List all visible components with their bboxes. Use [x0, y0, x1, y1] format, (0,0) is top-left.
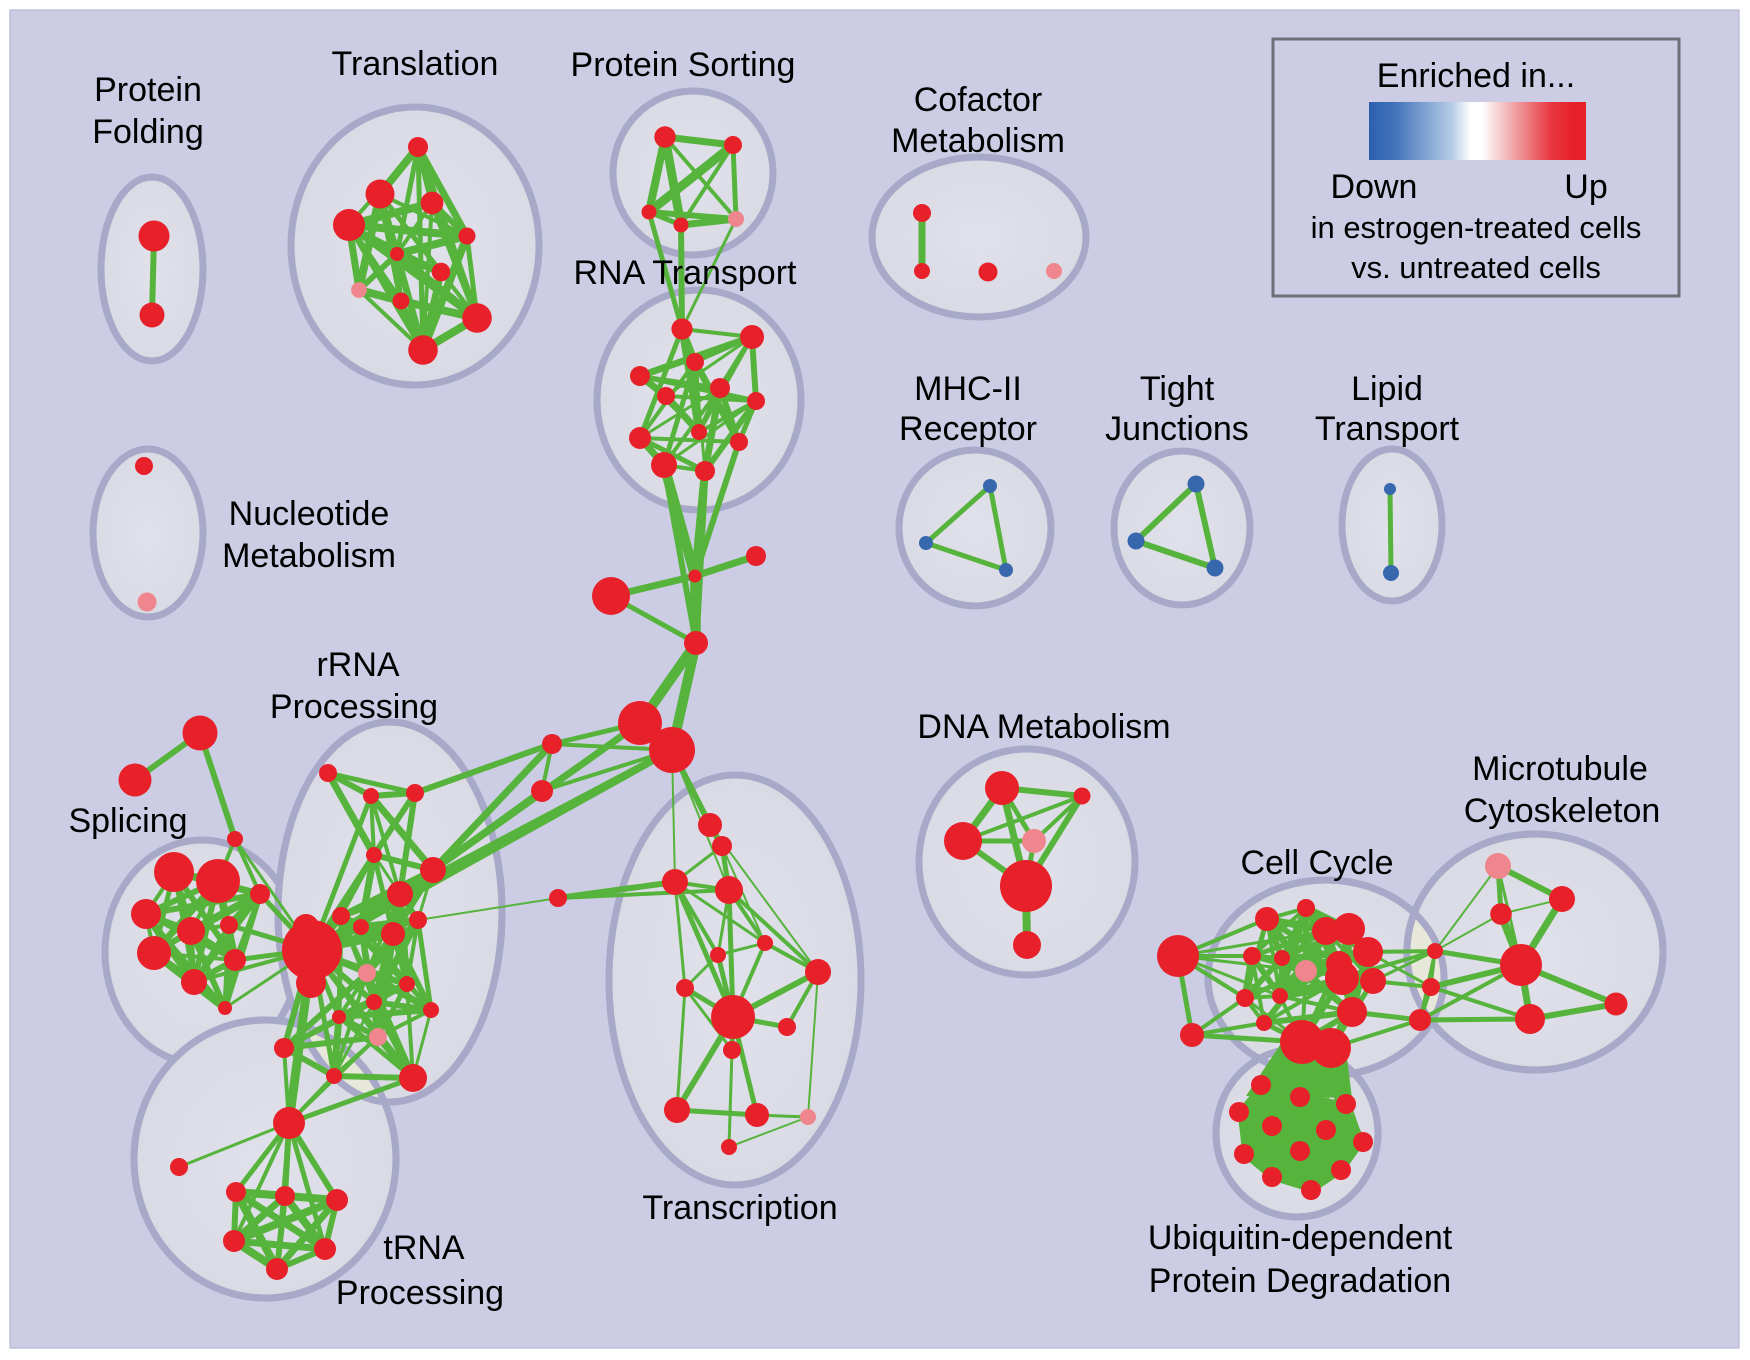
- svg-text:Metabolism: Metabolism: [222, 537, 396, 575]
- svg-text:Metabolism: Metabolism: [891, 122, 1065, 160]
- svg-text:Translation: Translation: [332, 45, 499, 83]
- svg-text:DNA Metabolism: DNA Metabolism: [917, 708, 1170, 746]
- svg-text:Lipid: Lipid: [1351, 370, 1423, 408]
- svg-text:Transcription: Transcription: [642, 1189, 837, 1227]
- svg-text:Processing: Processing: [336, 1274, 504, 1312]
- svg-text:Up: Up: [1564, 168, 1607, 206]
- svg-text:Nucleotide: Nucleotide: [229, 495, 390, 533]
- svg-text:Enriched in...: Enriched in...: [1377, 57, 1575, 95]
- svg-text:Splicing: Splicing: [68, 802, 187, 840]
- svg-text:Folding: Folding: [92, 113, 204, 151]
- svg-text:Tight: Tight: [1140, 370, 1215, 408]
- svg-text:Ubiquitin-dependent: Ubiquitin-dependent: [1148, 1219, 1453, 1257]
- svg-text:MHC-II: MHC-II: [914, 370, 1022, 408]
- svg-text:rRNA: rRNA: [316, 646, 399, 684]
- svg-text:Microtubule: Microtubule: [1472, 750, 1648, 788]
- svg-text:Down: Down: [1331, 168, 1418, 206]
- svg-text:Cell Cycle: Cell Cycle: [1240, 844, 1393, 882]
- svg-text:tRNA: tRNA: [383, 1229, 465, 1267]
- svg-text:Protein: Protein: [94, 71, 202, 109]
- svg-text:Receptor: Receptor: [899, 410, 1037, 448]
- svg-text:Cytoskeleton: Cytoskeleton: [1464, 792, 1661, 830]
- svg-text:Protein Degradation: Protein Degradation: [1149, 1262, 1451, 1300]
- svg-text:vs. untreated cells: vs. untreated cells: [1351, 250, 1601, 285]
- svg-text:Transport: Transport: [1315, 410, 1460, 448]
- svg-text:in estrogen-treated cells: in estrogen-treated cells: [1311, 210, 1642, 245]
- svg-text:RNA Transport: RNA Transport: [574, 254, 798, 292]
- svg-text:Junctions: Junctions: [1105, 410, 1249, 448]
- svg-text:Protein Sorting: Protein Sorting: [571, 46, 796, 84]
- svg-text:Processing: Processing: [270, 688, 438, 726]
- svg-text:Cofactor: Cofactor: [914, 81, 1043, 119]
